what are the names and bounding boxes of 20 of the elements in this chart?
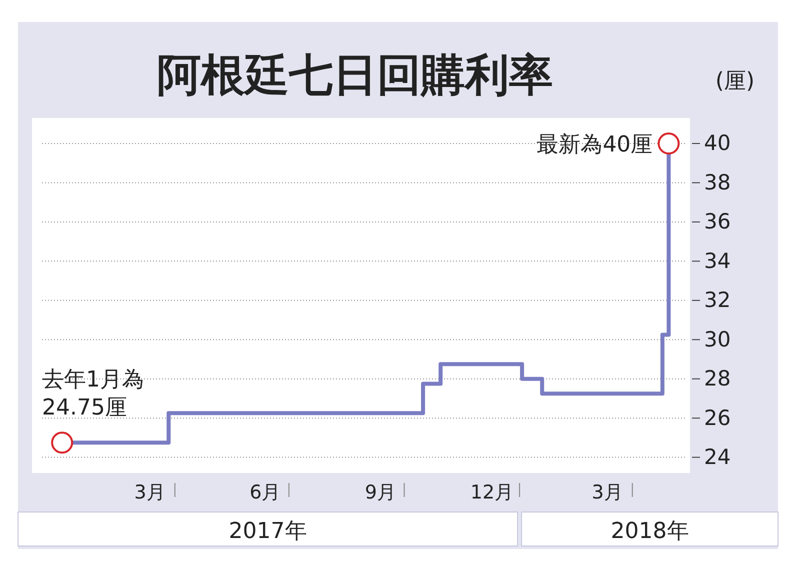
- annotation: 去年1月為 24.75厘: [42, 368, 144, 421]
- y-tick-label: 40: [704, 131, 731, 156]
- x-tick-label: 3月: [134, 481, 166, 504]
- text: 2018年: [610, 519, 689, 544]
- text: 2017年: [228, 519, 307, 544]
- y-axis-title: (厘): [715, 69, 755, 94]
- y-tick-label: 28: [704, 366, 731, 391]
- x-tick-label: 3月: [592, 481, 623, 504]
- y-tick-label: 34: [704, 248, 731, 273]
- y-tick-label: 36: [704, 210, 731, 234]
- y-tick-label: 24: [704, 445, 731, 470]
- y-tick-label: 38: [704, 170, 731, 194]
- y-tick-label: 32: [704, 288, 731, 312]
- x-tick-label: 6月: [250, 481, 281, 504]
- annotation: 最新為40厘: [536, 132, 653, 158]
- x-tick-label: 9月: [364, 481, 396, 504]
- y-tick-label: 26: [704, 406, 731, 430]
- chart-title: 阿根廷七日回購利率: [157, 50, 553, 101]
- y-tick-label: 30: [704, 327, 731, 352]
- x-tick-label: 12月: [470, 481, 514, 504]
